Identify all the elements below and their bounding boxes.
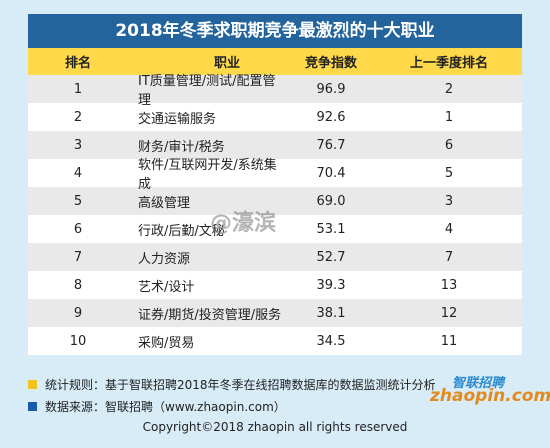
occupation: 财务/审计/税务 — [138, 139, 225, 155]
competition-index: 76.7 — [316, 137, 346, 153]
table-row: 4 软件/互联网开发/系统集成 70.4 5 — [28, 158, 522, 192]
blue-square-icon — [28, 402, 37, 411]
competition-index: 70.4 — [316, 165, 346, 181]
rank: 7 — [73, 249, 83, 265]
header-occupation: 职业 — [213, 56, 240, 71]
occupation: IT质量管理/测试/配置管理 — [138, 74, 276, 108]
occupation: 交通运输服务 — [138, 111, 217, 127]
table-row: 2 交通运输服务 92.6 1 — [28, 103, 522, 131]
prev-rank: 3 — [444, 193, 454, 209]
header-rank: 排名 — [64, 56, 91, 71]
rank: 1 — [73, 81, 83, 97]
occupation: 艺术/设计 — [138, 279, 195, 295]
page-title: 2018年冬季求职期竞争最激烈的十大职业 — [28, 14, 522, 48]
prev-rank: 6 — [444, 137, 454, 153]
table-row: 3 财务/审计/税务 76.7 6 — [28, 131, 522, 159]
occupation: 软件/互联网开发/系统集成 — [138, 158, 277, 192]
rank: 3 — [73, 137, 83, 153]
occupation: 采购/贸易 — [138, 335, 195, 351]
occupation: 行政/后勤/文秘 — [138, 223, 225, 239]
prev-rank: 5 — [444, 165, 454, 181]
prev-rank: 4 — [444, 221, 454, 237]
stat-rule-note: 统计规则：基于智联招聘2018年冬季在线招聘数据库的数据监测统计分析 — [28, 376, 436, 393]
table-row: 10 采购/贸易 34.5 11 — [28, 327, 522, 355]
logo-cn-text: 智联招聘 — [452, 376, 505, 391]
prev-rank: 2 — [444, 81, 454, 97]
data-source-note: 数据来源：智联招聘（www.zhaopin.com） — [28, 398, 286, 415]
occupation: 高级管理 — [138, 195, 191, 211]
rank: 5 — [73, 193, 83, 209]
stat-rule-text: 统计规则：基于智联招聘2018年冬季在线招聘数据库的数据监测统计分析 — [45, 378, 436, 392]
rank: 2 — [73, 109, 83, 125]
prev-rank: 1 — [444, 109, 454, 125]
rank: 10 — [69, 333, 87, 349]
rank: 9 — [73, 305, 83, 321]
competition-index: 39.3 — [316, 277, 346, 293]
table-row: 5 高级管理 69.0 3 — [28, 187, 522, 215]
ranking-table: 排名 职业 竞争指数 上一季度排名 1 IT质量管理/测试/配置管理 96.9 … — [28, 48, 522, 355]
table-header: 排名 职业 竞争指数 上一季度排名 — [28, 48, 522, 75]
competition-index: 53.1 — [316, 221, 346, 237]
yellow-square-icon — [28, 380, 37, 389]
occupation: 证券/期货/投资管理/服务 — [138, 307, 282, 323]
occupation: 人力资源 — [138, 251, 191, 267]
prev-rank: 11 — [440, 333, 458, 349]
competition-index: 69.0 — [316, 193, 346, 209]
prev-rank: 12 — [440, 305, 458, 321]
competition-index: 38.1 — [316, 305, 346, 321]
prev-rank: 7 — [444, 249, 454, 265]
prev-rank: 13 — [440, 277, 458, 293]
table-row: 8 艺术/设计 39.3 13 — [28, 271, 522, 299]
watermark: @濠滨 — [210, 211, 277, 236]
rank: 6 — [73, 221, 83, 237]
header-index: 竞争指数 — [304, 56, 357, 71]
rank: 8 — [73, 277, 83, 293]
competition-index: 92.6 — [316, 109, 346, 125]
competition-index: 96.9 — [316, 81, 346, 97]
table-row: 1 IT质量管理/测试/配置管理 96.9 2 — [28, 74, 522, 108]
table-row: 9 证券/期货/投资管理/服务 38.1 12 — [28, 299, 522, 327]
table-row: 6 行政/后勤/文秘 53.1 4 — [28, 215, 522, 243]
rank: 4 — [73, 165, 83, 181]
competition-index: 34.5 — [316, 333, 346, 349]
competition-index: 52.7 — [316, 249, 346, 265]
copyright: Copyright©2018 zhaopin all rights reserv… — [142, 420, 408, 434]
data-source-text: 数据来源：智联招聘（www.zhaopin.com） — [45, 400, 286, 414]
header-prev-rank: 上一季度排名 — [409, 56, 488, 71]
table-row: 7 人力资源 52.7 7 — [28, 243, 522, 271]
zhaopin-logo: 智联招聘 zhaopin.com — [430, 372, 550, 408]
logo-en-text: zhaopin.com — [430, 386, 550, 406]
